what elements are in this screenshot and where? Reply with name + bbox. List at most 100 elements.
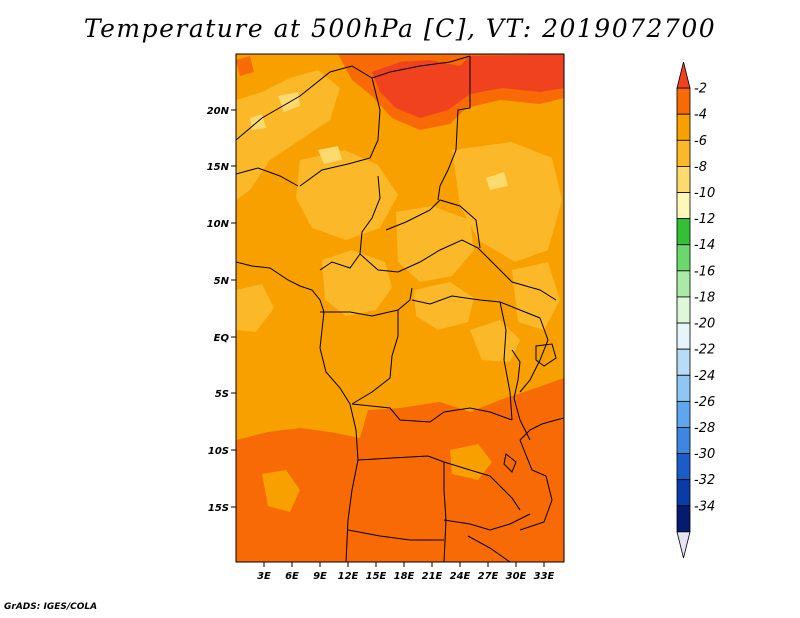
colorbar-swatch (676, 270, 691, 298)
border (351, 403, 513, 423)
lake (535, 343, 557, 367)
border (359, 239, 557, 301)
colorbar-swatch (676, 374, 691, 402)
credit-text: GrADS: IGES/COLA (4, 602, 98, 612)
border (411, 295, 541, 319)
border (467, 535, 511, 562)
colorbar-max-triangle (676, 61, 691, 89)
field-patch-minus2-4 (236, 378, 564, 562)
field-patch-minus6-8 (470, 320, 520, 362)
lon-tick-label: 15E (366, 571, 387, 582)
field-patch-minus4-6 (262, 470, 300, 512)
border (299, 77, 381, 187)
colorbar-swatch (676, 427, 691, 454)
colorbar-label: -30 (694, 447, 715, 462)
lat-tick-label: EQ (214, 333, 230, 344)
lat-tick-label: 15S (208, 503, 229, 514)
field-patch-minus6-8 (512, 262, 560, 330)
longitude-axis: 3E 6E 9E 12E 15E 18E 21E 24E 27E 30E 33E (257, 562, 555, 582)
border (351, 310, 399, 405)
chart-title: Temperature at 500hPa [C], VT: 201907270… (83, 14, 717, 43)
field-patch-minus8-10 (486, 172, 508, 190)
lon-tick-label: 27E (478, 571, 499, 582)
field-patch-minus8-10 (318, 146, 342, 164)
colorbar-label: -28 (694, 421, 715, 436)
border (443, 461, 521, 511)
colorbar-swatch (676, 322, 691, 350)
border (499, 301, 513, 421)
colorbar-swatch (676, 87, 691, 115)
lat-tick-label: 10S (208, 446, 229, 457)
lat-tick-label: 20N (207, 106, 230, 117)
lon-tick-label: 12E (338, 571, 359, 582)
border (437, 56, 471, 201)
border (347, 529, 444, 541)
lat-tick-label: 10N (207, 219, 230, 230)
colorbar-label: -14 (694, 238, 715, 253)
border (519, 439, 553, 531)
colorbar-label: -2 (694, 82, 707, 97)
lon-tick-label: 21E (422, 571, 443, 582)
colorbar-label: -8 (694, 160, 707, 175)
field-patch-minus6-8 (396, 206, 474, 282)
field-patch-minus6-8 (452, 142, 562, 262)
field-patch-minus6-8 (236, 284, 274, 332)
lat-tick-label: 5S (215, 389, 229, 400)
lat-tick-label: 15N (207, 162, 230, 173)
field-patch-minus4-6 (236, 402, 320, 434)
border (319, 175, 381, 271)
border (320, 287, 413, 317)
lon-tick-label: 24E (450, 571, 471, 582)
border (371, 55, 471, 79)
colorbar-swatch (676, 192, 691, 220)
colorbar-swatch (676, 505, 691, 533)
coastline (236, 261, 359, 562)
colorbar-min-triangle (676, 531, 691, 559)
colorbar-swatch (676, 113, 691, 141)
colorbar-label: -4 (694, 108, 707, 123)
colorbar-label: -26 (694, 395, 715, 410)
border (385, 199, 481, 249)
colorbar-swatch (676, 139, 691, 167)
colorbar-swatch (676, 348, 691, 376)
country-borders (236, 55, 564, 562)
colorbar-label: -6 (694, 134, 707, 149)
colorbar-label: -16 (694, 264, 715, 279)
lon-tick-label: 33E (534, 571, 555, 582)
colorbar-label: -32 (694, 473, 715, 488)
field-patch-minus6-8 (236, 70, 340, 200)
field-patch-minus4-6 (450, 444, 492, 480)
lon-tick-label: 3E (257, 571, 271, 582)
colorbar-swatch (676, 400, 691, 428)
colorbar: -2 -4 -6 -8 -10 -12 -14 -16 -18 -20 -22 -24 -26 -28 -3… (676, 61, 715, 559)
colorbar-swatch (676, 166, 691, 193)
border (443, 513, 531, 531)
border (236, 65, 373, 141)
colorbar-label: -12 (694, 212, 715, 227)
field-patch-above-minus2 (372, 54, 564, 118)
colorbar-swatch (676, 296, 691, 324)
colorbar-swatch (676, 218, 691, 246)
colorbar-swatch (676, 453, 691, 481)
lat-tick-label: 5N (214, 276, 230, 287)
lon-tick-label: 9E (313, 571, 327, 582)
field-patch-minus6-8 (414, 282, 474, 330)
colorbar-label: -34 (694, 499, 715, 514)
latitude-axis: 20N 15N 10N 5N EQ 5S 10S 15S (207, 106, 236, 514)
colorbar-label: -20 (694, 317, 715, 332)
colorbar-swatch (676, 479, 691, 507)
lon-tick-label: 6E (285, 571, 299, 582)
lon-tick-label: 30E (506, 571, 527, 582)
border (519, 317, 549, 393)
map-frame (235, 53, 565, 563)
lake (511, 349, 531, 441)
colorbar-label: -18 (694, 290, 715, 305)
border (236, 167, 299, 187)
colorbar-label: -22 (694, 343, 715, 358)
colorbar-label: -10 (694, 186, 715, 201)
colorbar-label: -24 (694, 369, 715, 384)
colorbar-swatch (676, 244, 691, 272)
lon-tick-label: 18E (394, 571, 415, 582)
field-patch-minus2-4 (236, 490, 296, 562)
